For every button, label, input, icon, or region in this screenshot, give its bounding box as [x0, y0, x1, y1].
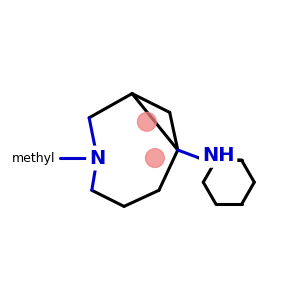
Text: methyl: methyl [12, 152, 56, 165]
Text: N: N [89, 148, 105, 168]
Text: NH: NH [202, 146, 234, 165]
Circle shape [146, 149, 164, 167]
Circle shape [137, 112, 156, 131]
